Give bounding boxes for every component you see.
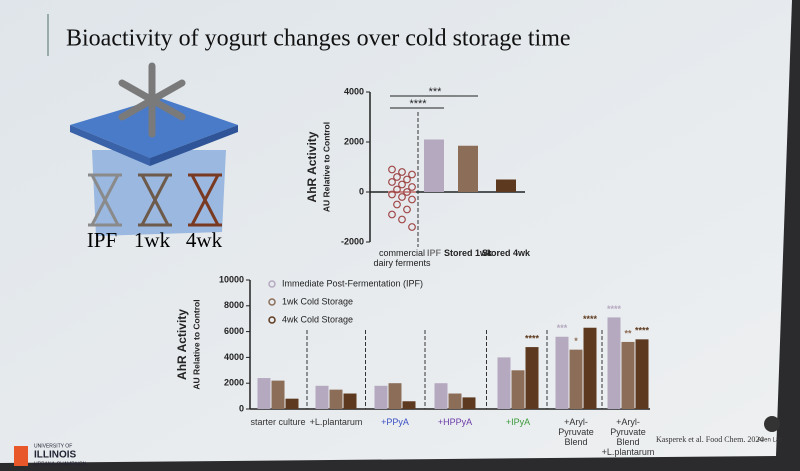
bar xyxy=(343,393,357,409)
data-point xyxy=(408,183,416,191)
y-axis-title: AhR Activity xyxy=(305,131,319,202)
x-tick-label: Stored 1wk xyxy=(443,248,492,258)
legend-label: Immediate Post-Fermentation (IPF) xyxy=(282,278,423,288)
bar xyxy=(329,389,343,409)
bar xyxy=(374,385,388,409)
slide-title: Bioactivity of yogurt changes over cold … xyxy=(66,26,571,52)
bar xyxy=(525,347,539,409)
bar xyxy=(315,385,329,409)
bar xyxy=(621,341,635,409)
logo-text: UNIVERSITY OF xyxy=(34,443,72,449)
bar xyxy=(257,378,271,409)
bar xyxy=(402,401,416,409)
x-tick-label: Stored 4wk xyxy=(481,248,530,258)
legend-label: 4wk Cold Storage xyxy=(282,314,353,324)
significance: * xyxy=(574,336,578,346)
citation: Kasperek et al. Food Chem. 2024 xyxy=(656,435,763,444)
bar xyxy=(569,349,583,409)
data-point xyxy=(393,200,401,209)
legend-marker xyxy=(268,298,276,306)
data-point xyxy=(398,180,406,189)
data-point xyxy=(398,193,406,201)
data-point xyxy=(393,173,401,181)
bar xyxy=(434,383,448,409)
significance: ** xyxy=(624,328,632,338)
significance: **** xyxy=(635,326,650,336)
bar xyxy=(285,398,299,409)
x-tick-label: commercial dairy ferments xyxy=(373,248,431,268)
y-tick-label: 4000 xyxy=(344,86,364,96)
data-point xyxy=(393,185,401,194)
bar xyxy=(607,317,621,409)
legend-marker xyxy=(268,316,276,324)
y-axis-subtitle: AU Relative to Control xyxy=(321,122,331,212)
data-point xyxy=(408,195,416,204)
bar xyxy=(496,179,516,192)
y-axis-subtitle: AU Relative to Control xyxy=(191,299,201,389)
bar xyxy=(388,383,402,409)
bar xyxy=(424,139,444,192)
y-tick-label: 0 xyxy=(359,186,364,196)
data-point xyxy=(388,165,396,174)
data-point xyxy=(388,178,396,186)
data-point xyxy=(403,205,411,214)
bar xyxy=(635,339,649,409)
x-tick-label: starter culture xyxy=(250,417,306,427)
x-tick-label: +L.plantarum xyxy=(309,417,363,427)
y-tick-label: 2000 xyxy=(224,378,244,388)
lab-logo xyxy=(764,416,780,432)
significance: *** xyxy=(557,323,568,333)
data-point xyxy=(403,188,411,196)
bar xyxy=(583,327,597,409)
x-tick-label: +PPyA xyxy=(381,417,409,427)
y-tick-label: 2000 xyxy=(344,136,364,146)
data-point xyxy=(398,168,406,176)
illustration xyxy=(70,62,238,236)
bar xyxy=(511,370,525,409)
data-point xyxy=(408,223,416,231)
y-tick-label: -2000 xyxy=(341,236,364,246)
bar xyxy=(462,397,476,409)
illustration-label: 1wk xyxy=(134,228,171,252)
significance: *** xyxy=(429,86,443,98)
illustration-label: IPF xyxy=(87,228,117,252)
significance: **** xyxy=(583,314,598,324)
legend-marker xyxy=(268,280,276,288)
x-tick-label: +Aryl-Pyruvate Blend xyxy=(558,417,594,447)
data-point xyxy=(408,170,416,179)
bar xyxy=(271,380,285,409)
y-tick-label: 6000 xyxy=(224,326,244,336)
bar xyxy=(448,393,462,409)
legend-label: 1wk Cold Storage xyxy=(282,296,353,306)
x-tick-label: +HPPyA xyxy=(437,417,473,427)
logo-mark xyxy=(14,446,28,466)
bar xyxy=(497,357,511,409)
bar xyxy=(458,145,478,192)
significance: **** xyxy=(525,333,540,343)
y-tick-label: 4000 xyxy=(224,352,244,362)
data-point xyxy=(388,190,396,199)
significance: **** xyxy=(409,98,427,110)
illustration-label: 4wk xyxy=(186,228,223,252)
lab-name: Allen Lab xyxy=(757,438,783,444)
bar xyxy=(555,336,569,409)
x-tick-label: +Aryl-Pyruvate Blend +L.plantarum xyxy=(601,417,655,457)
data-point xyxy=(403,175,411,184)
x-tick-label: IPF xyxy=(426,248,441,258)
y-tick-label: 10000 xyxy=(219,274,244,284)
y-tick-label: 0 xyxy=(239,403,244,413)
logo-text: URBANA-CHAMPAIGN xyxy=(34,461,87,467)
significance: **** xyxy=(607,304,622,314)
y-tick-label: 8000 xyxy=(224,300,244,310)
data-point xyxy=(398,215,406,224)
y-axis-title: AhR Activity xyxy=(175,309,189,380)
logo-text: ILLINOIS xyxy=(34,450,77,461)
data-point xyxy=(388,210,396,219)
x-tick-label: +IPyA xyxy=(505,417,531,427)
